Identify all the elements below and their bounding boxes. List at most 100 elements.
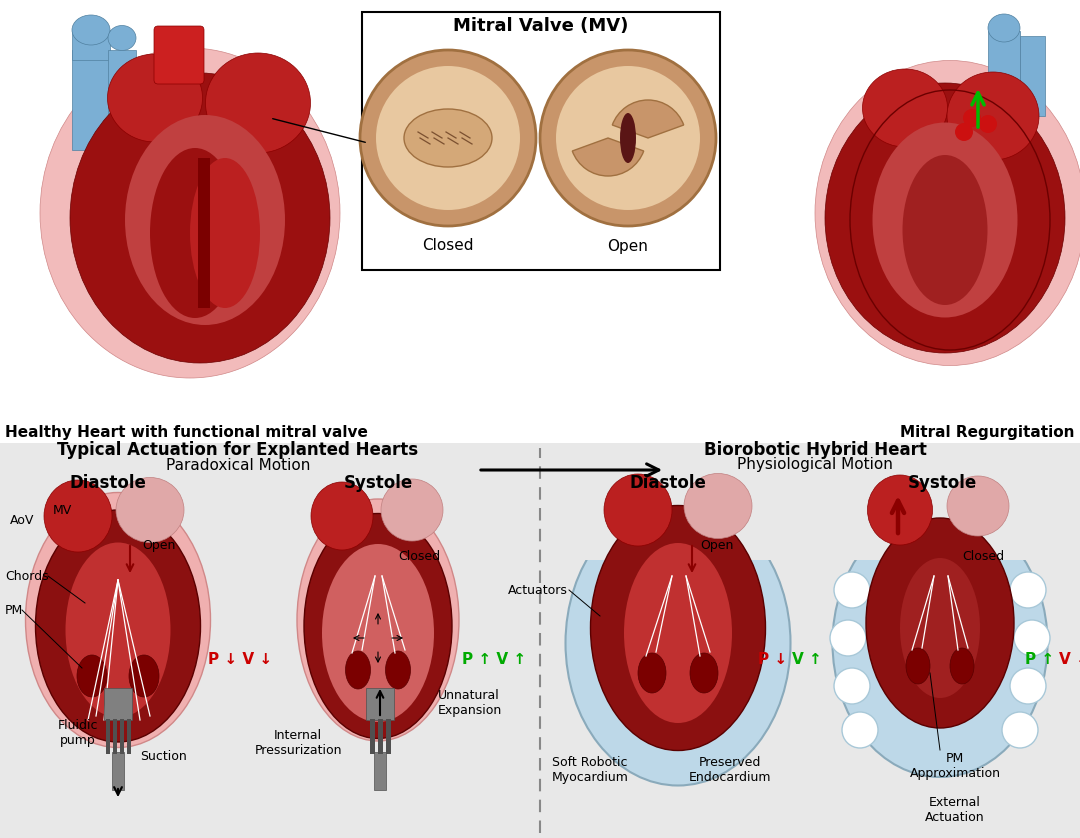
Bar	[104, 688, 132, 720]
Ellipse shape	[205, 53, 311, 153]
Ellipse shape	[386, 651, 410, 689]
Ellipse shape	[116, 478, 184, 542]
Ellipse shape	[26, 493, 211, 747]
Ellipse shape	[404, 109, 492, 167]
Text: Fluidic
pump: Fluidic pump	[57, 719, 98, 747]
Text: Systole: Systole	[907, 474, 976, 492]
Text: Open: Open	[608, 239, 648, 254]
Ellipse shape	[863, 69, 947, 147]
Text: Soft Robotic
Myocardium: Soft Robotic Myocardium	[552, 756, 629, 784]
Ellipse shape	[947, 476, 1009, 536]
Text: Healthy Heart with functional mitral valve: Healthy Heart with functional mitral val…	[5, 426, 368, 441]
Text: Open: Open	[141, 540, 175, 552]
Text: P ↓ V ↓: P ↓ V ↓	[208, 653, 272, 668]
Text: Internal
Pressurization: Internal Pressurization	[254, 729, 341, 757]
Circle shape	[1014, 620, 1050, 656]
FancyBboxPatch shape	[0, 443, 1080, 838]
Ellipse shape	[815, 60, 1080, 365]
Text: V ↑: V ↑	[792, 653, 822, 668]
Ellipse shape	[900, 558, 980, 698]
Circle shape	[834, 668, 870, 704]
Text: Preserved
Endocardium: Preserved Endocardium	[689, 756, 771, 784]
Ellipse shape	[873, 122, 1017, 318]
Ellipse shape	[620, 113, 636, 163]
Text: Chords: Chords	[5, 570, 49, 582]
Ellipse shape	[684, 473, 752, 539]
Text: AoV: AoV	[10, 514, 35, 526]
Text: External
Actuation: External Actuation	[926, 796, 985, 824]
Bar	[72, 30, 110, 60]
Bar	[370, 719, 375, 754]
FancyBboxPatch shape	[154, 26, 204, 84]
Circle shape	[831, 620, 866, 656]
Text: Diastole: Diastole	[630, 474, 706, 492]
Bar	[113, 719, 117, 754]
Text: V ↓: V ↓	[1059, 653, 1080, 668]
Bar	[838, 478, 1042, 560]
Bar	[108, 50, 136, 138]
Text: Mitral Valve (MV): Mitral Valve (MV)	[454, 17, 629, 35]
Circle shape	[1010, 572, 1047, 608]
Circle shape	[556, 66, 700, 210]
Text: Suction: Suction	[140, 749, 187, 763]
Ellipse shape	[297, 499, 459, 741]
Text: Closed: Closed	[962, 550, 1004, 562]
Ellipse shape	[150, 148, 240, 318]
Ellipse shape	[303, 514, 453, 738]
Ellipse shape	[950, 648, 974, 684]
Ellipse shape	[591, 505, 766, 751]
Bar	[127, 719, 131, 754]
Bar	[198, 158, 210, 308]
Text: Open: Open	[700, 540, 733, 552]
Ellipse shape	[903, 155, 987, 305]
Text: Unnatural
Expansion: Unnatural Expansion	[438, 689, 502, 717]
Ellipse shape	[108, 25, 136, 50]
FancyBboxPatch shape	[362, 12, 720, 270]
Wedge shape	[572, 138, 644, 176]
Text: Systole: Systole	[343, 474, 413, 492]
Bar	[378, 719, 383, 754]
Ellipse shape	[867, 475, 932, 545]
Ellipse shape	[833, 509, 1048, 777]
Circle shape	[834, 572, 870, 608]
Ellipse shape	[638, 653, 666, 693]
Ellipse shape	[70, 73, 330, 363]
Ellipse shape	[346, 651, 370, 689]
Bar	[1020, 36, 1045, 116]
Text: P ↑ V ↑: P ↑ V ↑	[462, 653, 526, 668]
Circle shape	[540, 50, 716, 226]
Circle shape	[1010, 668, 1047, 704]
FancyBboxPatch shape	[0, 0, 1080, 448]
Ellipse shape	[381, 479, 443, 541]
Circle shape	[978, 115, 997, 133]
Bar	[106, 719, 110, 754]
Ellipse shape	[36, 510, 201, 742]
Ellipse shape	[66, 542, 171, 717]
Text: Mitral Regurgitation: Mitral Regurgitation	[901, 426, 1075, 441]
Circle shape	[376, 66, 519, 210]
Circle shape	[842, 712, 878, 748]
Ellipse shape	[988, 14, 1020, 42]
Ellipse shape	[40, 48, 340, 378]
Bar	[72, 50, 110, 150]
Ellipse shape	[566, 500, 791, 785]
Circle shape	[360, 50, 536, 226]
Text: Typical Actuation for Explanted Hearts: Typical Actuation for Explanted Hearts	[57, 441, 419, 459]
Text: PM
Approximation: PM Approximation	[909, 752, 1000, 780]
Bar	[570, 478, 786, 560]
Text: Biorobotic Hybrid Heart: Biorobotic Hybrid Heart	[703, 441, 927, 459]
Ellipse shape	[604, 474, 672, 546]
Text: Closed: Closed	[422, 239, 474, 254]
Text: Diastole: Diastole	[69, 474, 147, 492]
Ellipse shape	[866, 518, 1014, 728]
Ellipse shape	[44, 480, 112, 552]
Ellipse shape	[690, 653, 718, 693]
Circle shape	[963, 109, 981, 127]
Ellipse shape	[108, 54, 203, 142]
Text: P ↑: P ↑	[1025, 653, 1054, 668]
Ellipse shape	[825, 83, 1065, 353]
Ellipse shape	[77, 655, 107, 697]
Text: Closed: Closed	[399, 550, 441, 562]
Text: PM: PM	[5, 603, 24, 617]
Bar	[386, 719, 391, 754]
